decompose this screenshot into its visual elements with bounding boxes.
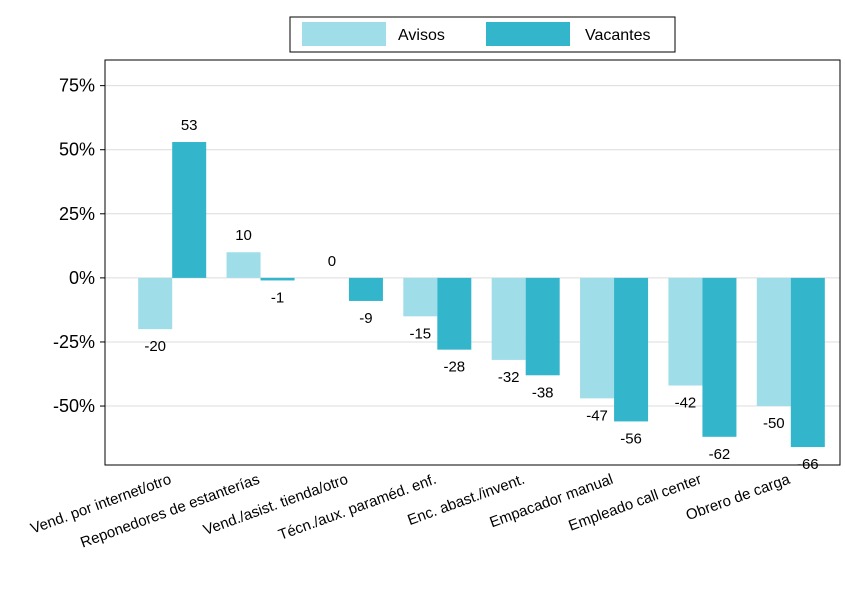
y-tick-label: -25%	[53, 332, 95, 352]
legend-label: Avisos	[398, 27, 445, 44]
value-label: -56	[620, 430, 642, 447]
bar	[260, 277, 295, 281]
bar	[138, 277, 173, 330]
value-label: -20	[144, 338, 166, 355]
value-label: -42	[675, 395, 697, 412]
value-label: 0	[328, 253, 336, 270]
bar	[702, 277, 737, 437]
bar	[437, 277, 472, 350]
bar	[525, 277, 560, 376]
value-label: 53	[181, 117, 198, 134]
bar	[614, 277, 649, 422]
bar	[491, 277, 526, 360]
plot-frame	[104, 59, 841, 466]
y-tick-label: -50%	[53, 396, 95, 416]
value-label: -28	[443, 359, 465, 376]
bar	[403, 277, 438, 317]
value-label: -9	[359, 310, 372, 327]
y-tick-label: 75%	[59, 76, 95, 96]
bar	[790, 277, 825, 448]
value-label: -32	[498, 369, 520, 386]
value-label: -62	[709, 446, 731, 463]
value-label: -38	[532, 384, 554, 401]
value-label: 10	[235, 227, 252, 244]
bar	[668, 277, 703, 386]
value-label: -50	[763, 415, 785, 432]
value-label: -1	[271, 289, 284, 306]
bar	[172, 142, 207, 278]
y-tick-label: 0%	[69, 268, 95, 288]
legend-swatch	[302, 22, 386, 46]
bar	[226, 252, 261, 278]
bar	[580, 277, 615, 399]
legend-swatch	[486, 22, 570, 46]
value-label: -47	[586, 407, 608, 424]
bar	[756, 277, 791, 407]
y-tick-label: 25%	[59, 204, 95, 224]
value-label: -15	[409, 325, 431, 342]
x-tick-label: Técn./aux. paraméd. enf.	[276, 471, 439, 544]
y-tick-label: 50%	[59, 140, 95, 160]
bar	[348, 277, 383, 301]
legend-label: Vacantes	[585, 27, 651, 44]
